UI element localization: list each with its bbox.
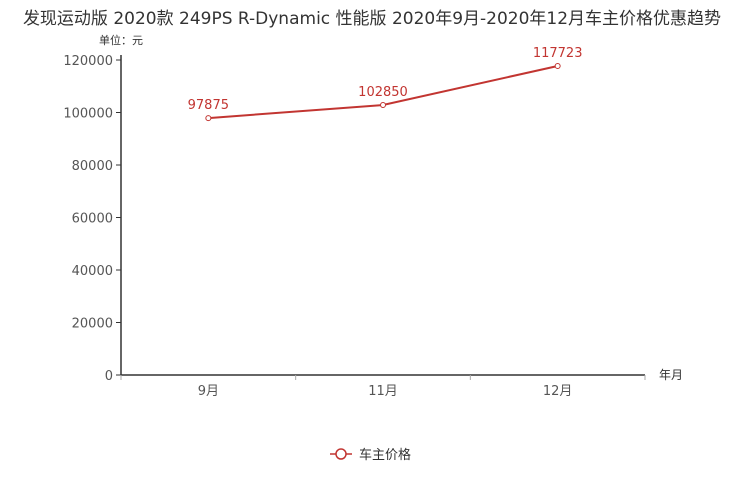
- data-label: 117723: [533, 46, 583, 61]
- data-point[interactable]: [380, 102, 386, 109]
- y-tick-label: 0: [105, 369, 113, 384]
- legend-marker-icon: [335, 448, 347, 460]
- data-label: 102850: [358, 85, 408, 100]
- legend[interactable]: 车主价格: [330, 447, 411, 463]
- y-tick-label: 60000: [72, 212, 113, 227]
- x-tick-label: 11月: [368, 384, 398, 399]
- data-label: 97875: [188, 98, 229, 113]
- y-tick-label: 80000: [72, 159, 113, 174]
- y-tick-label: 120000: [63, 54, 113, 69]
- x-axis-label: 年月: [659, 368, 683, 382]
- data-point[interactable]: [205, 115, 212, 122]
- y-tick-label: 20000: [72, 317, 113, 332]
- chart-title: 发现运动版 2020款 249PS R-Dynamic 性能版 2020年9月-…: [23, 9, 721, 29]
- x-tick-label: 12月: [543, 384, 573, 399]
- legend-label: 车主价格: [359, 447, 411, 463]
- y-tick-label: 100000: [63, 107, 113, 122]
- data-point[interactable]: [554, 62, 561, 69]
- x-tick-label: 9月: [198, 384, 219, 399]
- y-tick-label: 40000: [72, 264, 113, 279]
- y-axis-label: 单位：元: [99, 33, 143, 47]
